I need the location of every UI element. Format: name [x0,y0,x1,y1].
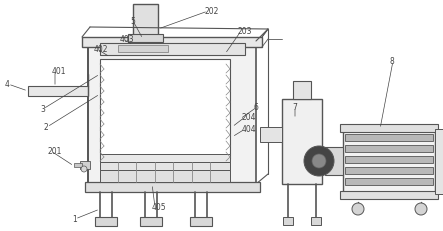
Bar [282,100,322,184]
Bar [100,44,245,56]
Bar [345,167,433,174]
Bar [80,161,90,169]
Bar [345,178,433,185]
Circle shape [312,154,326,168]
Text: 401: 401 [52,67,66,76]
Bar [345,156,433,163]
Text: 204: 204 [242,113,256,122]
Bar [85,182,260,192]
Circle shape [304,146,334,176]
Bar [100,170,230,182]
Bar [325,147,343,175]
Text: 402: 402 [94,45,109,54]
Bar [100,154,230,162]
Text: 404: 404 [242,125,256,134]
Bar [28,87,88,97]
Text: 202: 202 [205,7,219,16]
Circle shape [352,203,364,215]
Bar [82,38,262,48]
Bar [340,191,438,199]
Text: 405: 405 [152,203,167,212]
Circle shape [81,166,87,172]
Text: 5: 5 [130,17,135,26]
Bar [345,134,433,141]
Bar [343,129,435,194]
Bar [345,145,433,152]
Text: 7: 7 [292,103,297,112]
Text: 4: 4 [5,80,10,89]
Bar [133,5,158,38]
Bar [100,60,230,159]
Text: 6: 6 [254,103,259,112]
Circle shape [415,203,427,215]
Bar [88,42,256,184]
Bar [118,46,168,53]
Text: 203: 203 [238,27,253,36]
Text: 403: 403 [120,35,135,44]
Bar [340,125,438,132]
Text: 8: 8 [390,57,395,66]
Bar [128,35,163,43]
Text: 2: 2 [44,123,49,132]
Bar [190,217,212,226]
Bar [283,217,293,225]
Text: 3: 3 [40,105,45,114]
Bar [311,217,321,225]
Bar [74,163,82,167]
Bar [140,217,162,226]
Text: 1: 1 [72,215,77,224]
Text: 201: 201 [48,147,62,156]
Bar [95,217,117,226]
Bar [260,128,282,142]
Bar [293,82,311,100]
Bar [435,129,443,194]
Bar [100,162,230,170]
